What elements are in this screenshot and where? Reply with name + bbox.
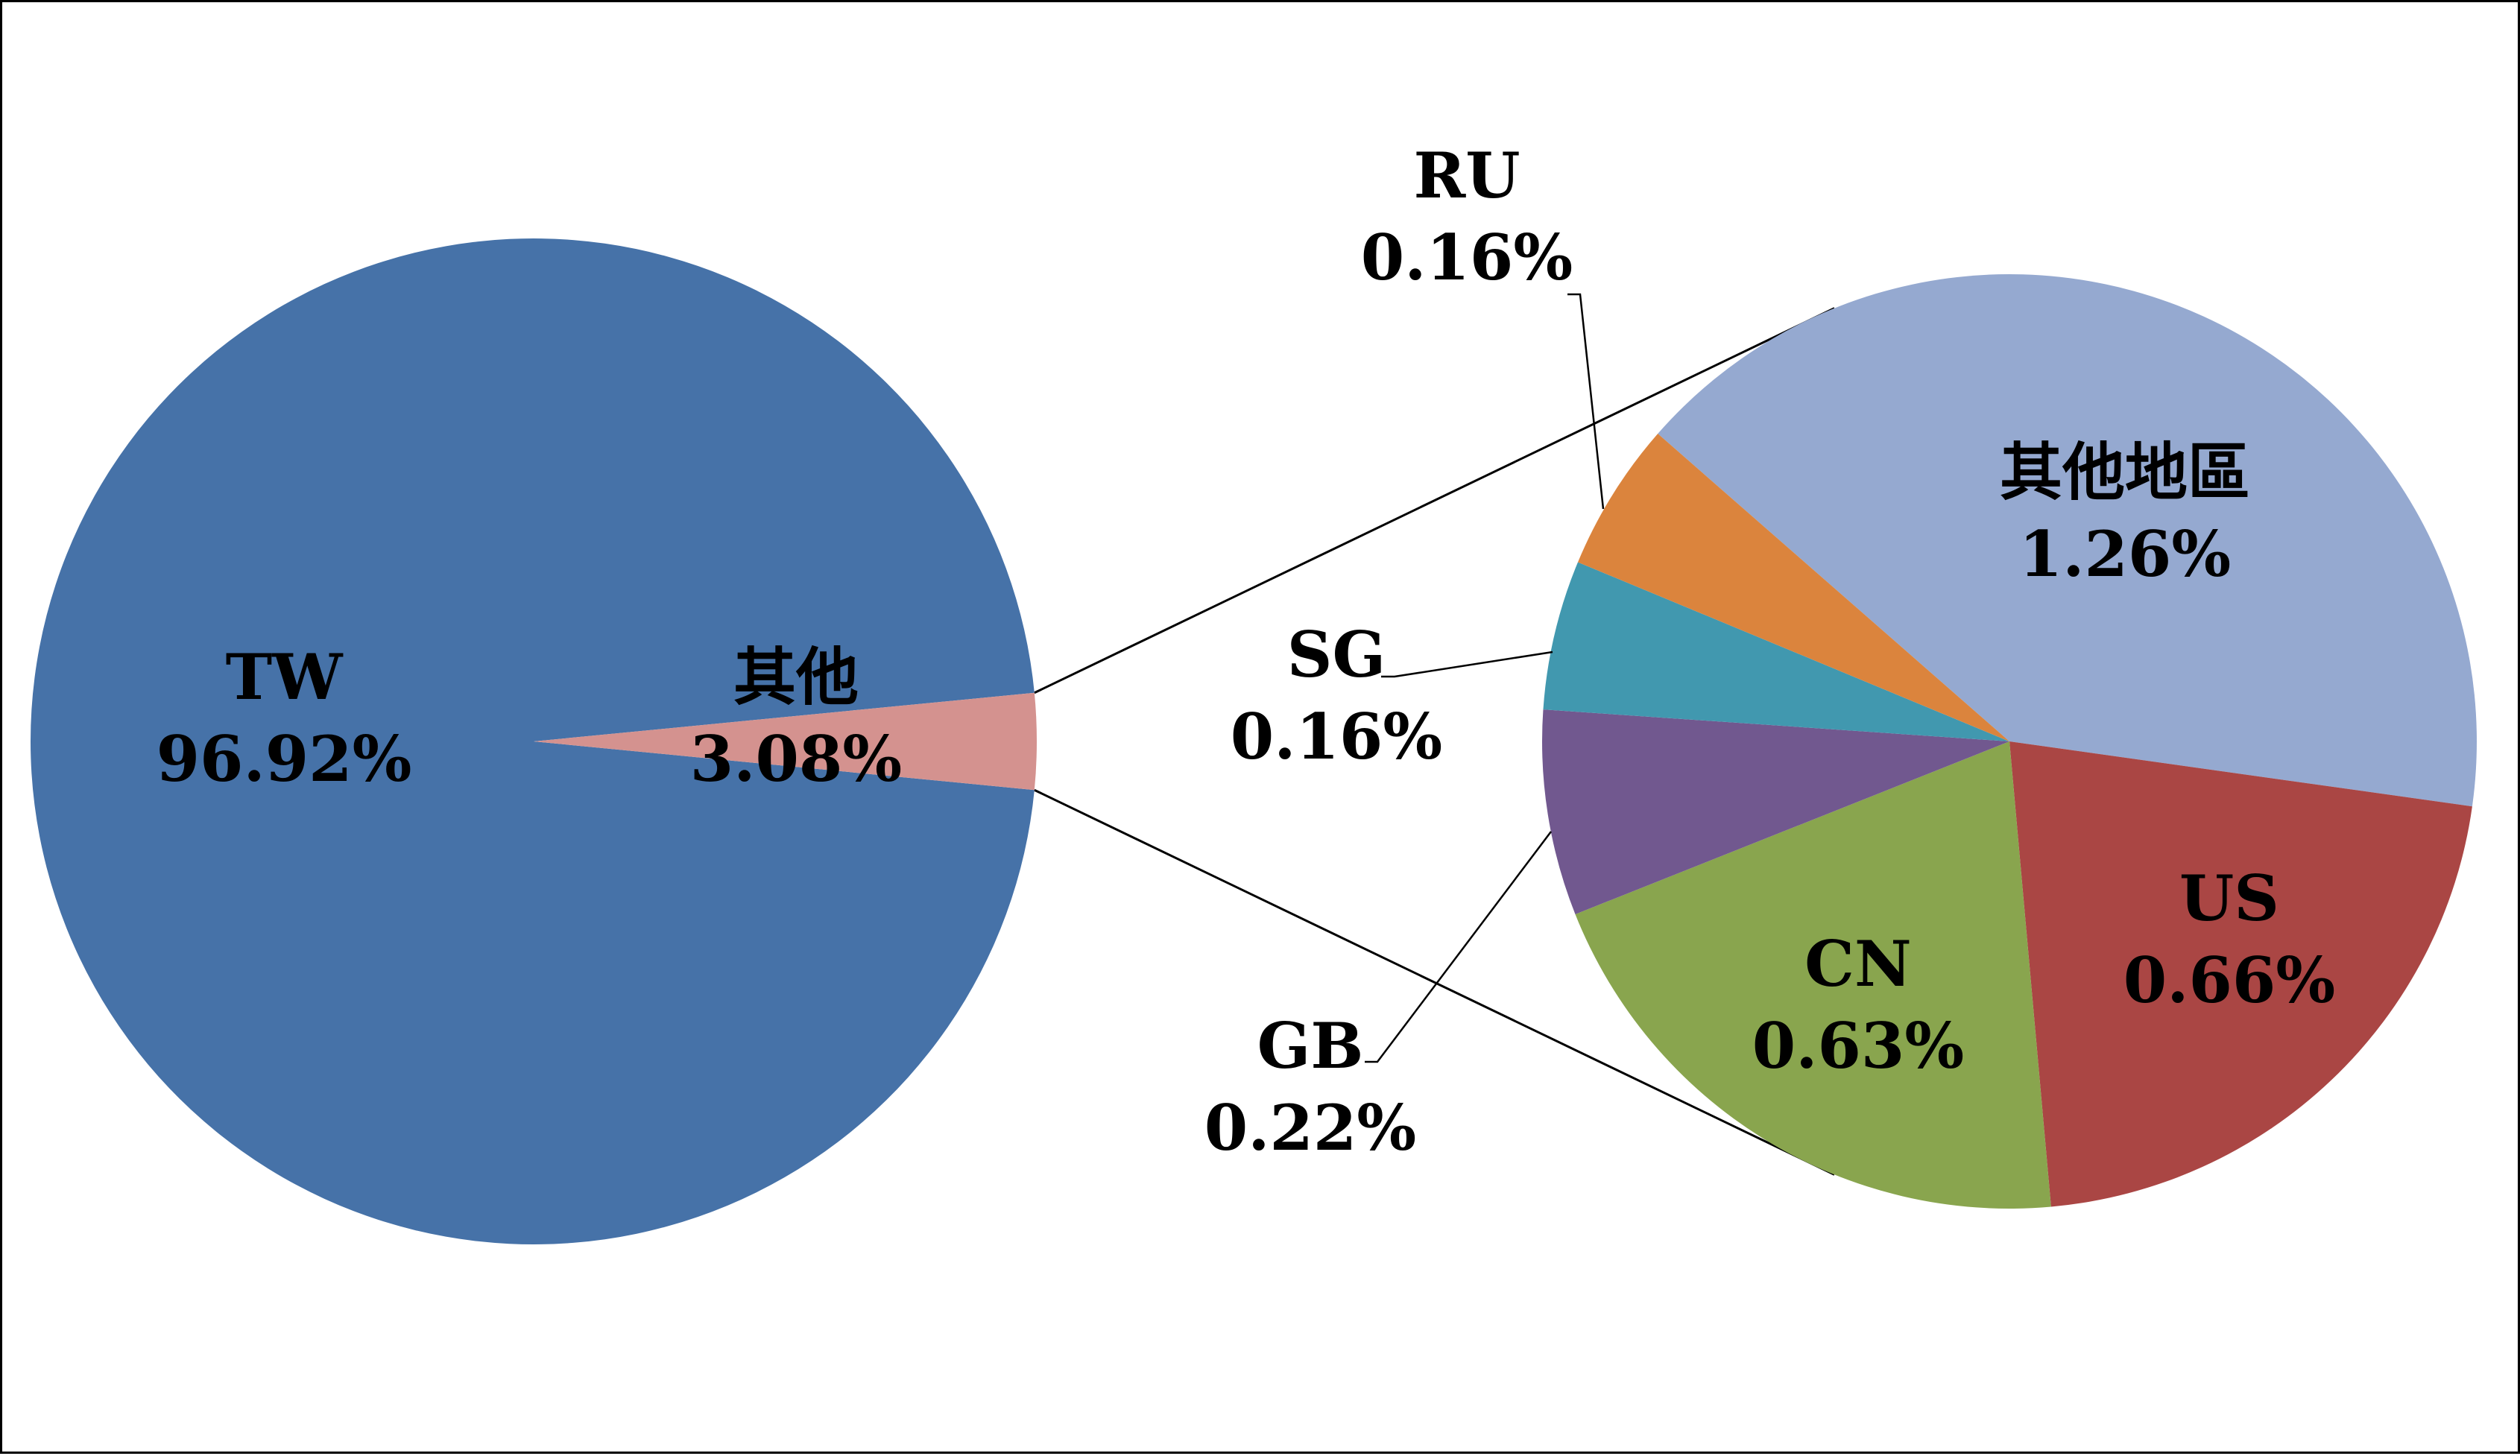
- data-label-slice-0: 其他地區 1.26%: [2000, 435, 2250, 591]
- data-labels: TW 96.92% 其他 3.08% 其他地區 1.26% US 0.66% CN 0.63% GB…: [157, 139, 2336, 1165]
- connector-line-top: [1034, 307, 1835, 694]
- secondary-pie-slice-sg: [1543, 562, 2009, 741]
- secondary-pie: [1542, 274, 2477, 1209]
- data-label-sg: SG 0.16%: [1231, 618, 1442, 773]
- data-label-tw-value: 96.92%: [157, 722, 412, 796]
- main-pie-slice-other: [534, 692, 1037, 791]
- data-label-us-category: US: [2179, 861, 2279, 935]
- data-label-us-value: 0.66%: [2123, 943, 2335, 1017]
- data-label-ru-category: RU: [1413, 139, 1520, 212]
- main-pie: [30, 238, 1037, 1244]
- data-label-sg-value: 0.16%: [1231, 700, 1442, 773]
- secondary-pie-slice-gb: [1542, 709, 2009, 914]
- secondary-pie-slice-us: [2009, 741, 2472, 1207]
- data-label-tw-category: TW: [226, 640, 344, 714]
- data-label-us: US 0.66%: [2123, 861, 2335, 1017]
- data-label-cn: CN 0.63%: [1752, 927, 1964, 1083]
- secondary-pie-slice-cn: [1575, 741, 2051, 1209]
- data-label-slice-0-category: 其他地區: [2000, 435, 2250, 509]
- data-label-gb-value: 0.22%: [1204, 1091, 1416, 1165]
- leader-line-ru: [1567, 293, 1605, 510]
- leader-lines: [1365, 293, 1605, 1063]
- data-label-cn-category: CN: [1804, 927, 1912, 1001]
- connector-line-bottom: [1034, 788, 1835, 1176]
- secondary-pie-slice-slice-0: [1658, 274, 2477, 807]
- data-label-slice-0-value: 1.26%: [2019, 517, 2231, 591]
- data-label-ru: RU 0.16%: [1361, 139, 1573, 294]
- data-label-other: 其他 3.08%: [690, 640, 902, 796]
- data-label-gb: GB 0.22%: [1204, 1009, 1416, 1165]
- data-label-tw: TW 96.92%: [157, 640, 412, 796]
- main-pie-slice-tw: [30, 238, 1035, 1244]
- connector-lines: [1034, 307, 1835, 1176]
- leader-line-sg: [1381, 651, 1553, 678]
- data-label-other-value: 3.08%: [690, 722, 902, 796]
- data-label-gb-category: GB: [1257, 1009, 1364, 1083]
- data-label-ru-value: 0.16%: [1361, 221, 1573, 294]
- leader-line-gb: [1365, 831, 1552, 1063]
- data-label-cn-value: 0.63%: [1752, 1009, 1964, 1083]
- data-label-sg-category: SG: [1287, 618, 1386, 691]
- data-label-other-category: 其他: [733, 640, 859, 714]
- secondary-pie-slice-ru: [1577, 434, 2009, 741]
